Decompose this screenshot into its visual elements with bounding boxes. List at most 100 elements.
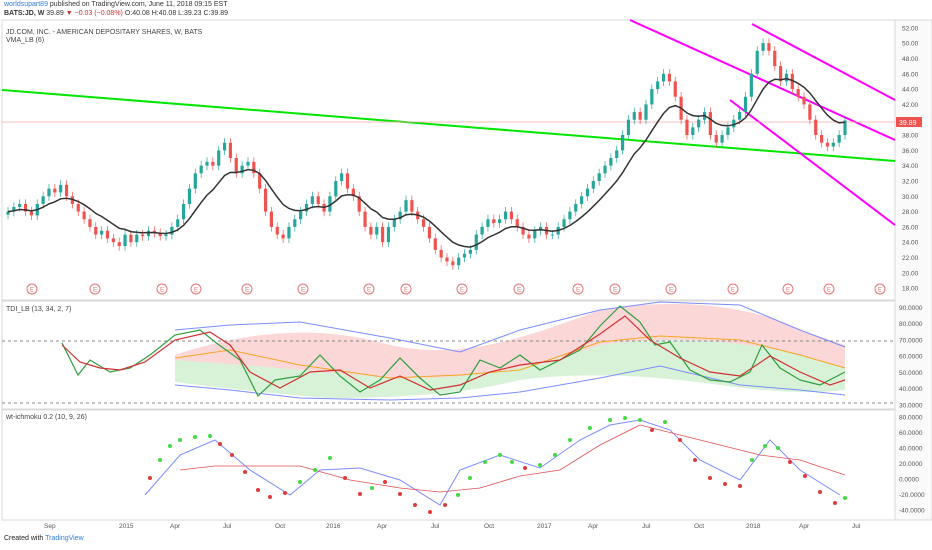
wt-dot <box>523 466 527 470</box>
earnings-label: E <box>576 288 580 294</box>
earnings-label: E <box>301 288 305 294</box>
candle <box>41 196 45 204</box>
candle <box>539 226 543 231</box>
candle <box>574 203 578 212</box>
x-tick: Oct <box>275 523 285 530</box>
wt-tick: 0.0000 <box>899 477 919 484</box>
candle <box>217 150 221 166</box>
candle <box>580 196 584 204</box>
candle <box>492 219 496 224</box>
earnings-marker[interactable] <box>513 283 525 295</box>
candle <box>509 211 513 220</box>
candle <box>199 165 203 174</box>
channel-lower <box>729 99 896 226</box>
earnings-marker[interactable] <box>241 283 253 295</box>
wt-dot <box>650 428 654 432</box>
earnings-label: E <box>613 288 617 294</box>
earnings-marker[interactable] <box>823 283 835 295</box>
wt-dot <box>843 496 847 500</box>
candle <box>433 238 437 250</box>
candle <box>720 135 724 143</box>
candle <box>53 188 57 193</box>
wt-dot <box>256 488 260 492</box>
last-price-text: 39.89 <box>899 120 917 127</box>
x-tick: Apr <box>170 523 181 530</box>
candle <box>47 188 51 197</box>
candle <box>457 257 461 266</box>
price-tick: 38.00 <box>902 133 919 140</box>
candle <box>123 234 127 247</box>
candle <box>29 211 34 216</box>
candle <box>299 211 303 220</box>
earnings-marker[interactable] <box>782 283 794 295</box>
wt-dot <box>148 476 152 480</box>
candle <box>568 211 572 220</box>
candle <box>503 211 508 220</box>
wt-dot <box>608 418 612 422</box>
candle <box>386 226 391 243</box>
tdi-tick: 40.0000 <box>899 386 923 393</box>
candle <box>708 112 712 136</box>
candle <box>94 226 98 235</box>
wt-fast <box>144 419 841 506</box>
candle <box>410 200 414 212</box>
earnings-marker[interactable] <box>874 283 886 295</box>
wt-dot <box>178 438 182 442</box>
earnings-marker[interactable] <box>609 283 621 295</box>
ohlc: O:40.08 H:40.08 L:39.23 C:39.89 <box>124 10 228 17</box>
tdi-rsi <box>61 305 846 397</box>
wt-dot <box>208 434 212 438</box>
earnings-marker[interactable] <box>727 283 739 295</box>
wt-dot <box>553 453 557 457</box>
wt-dot <box>328 456 332 460</box>
tradingview-logo[interactable]: TradingView <box>45 535 84 542</box>
candle <box>59 184 63 193</box>
candle <box>814 119 818 136</box>
earnings-label: E <box>93 288 97 294</box>
candle <box>176 219 180 227</box>
candle <box>88 219 92 227</box>
wt-tick: 60.0000 <box>899 430 923 437</box>
publish-info: worldsupart89 published on TradingView.c… <box>4 1 228 8</box>
earnings-marker[interactable] <box>572 283 584 295</box>
candle <box>304 203 309 212</box>
earnings-marker[interactable] <box>156 283 168 295</box>
candle <box>76 203 80 212</box>
earnings-marker[interactable] <box>400 283 412 295</box>
candle <box>743 96 748 113</box>
last-price-tag <box>896 117 922 127</box>
wt-tick: 40.0000 <box>899 446 923 453</box>
price-tick: 22.00 <box>902 255 919 262</box>
price-tick: 34.00 <box>902 163 919 170</box>
earnings-marker[interactable] <box>297 283 309 295</box>
earnings-marker[interactable] <box>26 283 38 295</box>
earnings-marker[interactable] <box>456 283 468 295</box>
x-tick: 2017 <box>537 523 552 530</box>
author-link[interactable]: worldsupart89 <box>4 1 48 8</box>
candle <box>527 234 531 239</box>
wt-tick: -20.0000 <box>899 492 925 499</box>
x-tick: Apr <box>588 523 599 530</box>
earnings-marker[interactable] <box>363 283 375 295</box>
candle <box>158 233 162 237</box>
earnings-marker[interactable] <box>665 283 677 295</box>
wt-tick: -40.0000 <box>899 508 925 515</box>
x-tick: Oct <box>484 523 494 530</box>
earnings-marker[interactable] <box>89 283 101 295</box>
candle <box>187 188 192 204</box>
candle <box>714 135 718 143</box>
price-tick: 36.00 <box>902 148 919 155</box>
candle <box>105 230 110 239</box>
candle <box>439 249 443 258</box>
candle <box>732 119 736 128</box>
candle <box>427 226 432 239</box>
candle <box>738 112 742 120</box>
candle <box>129 234 133 243</box>
wt-dot <box>443 503 447 507</box>
candle <box>164 234 168 237</box>
earnings-marker[interactable] <box>190 283 202 295</box>
candle <box>843 120 847 136</box>
candle <box>170 226 174 235</box>
candle <box>591 180 595 189</box>
